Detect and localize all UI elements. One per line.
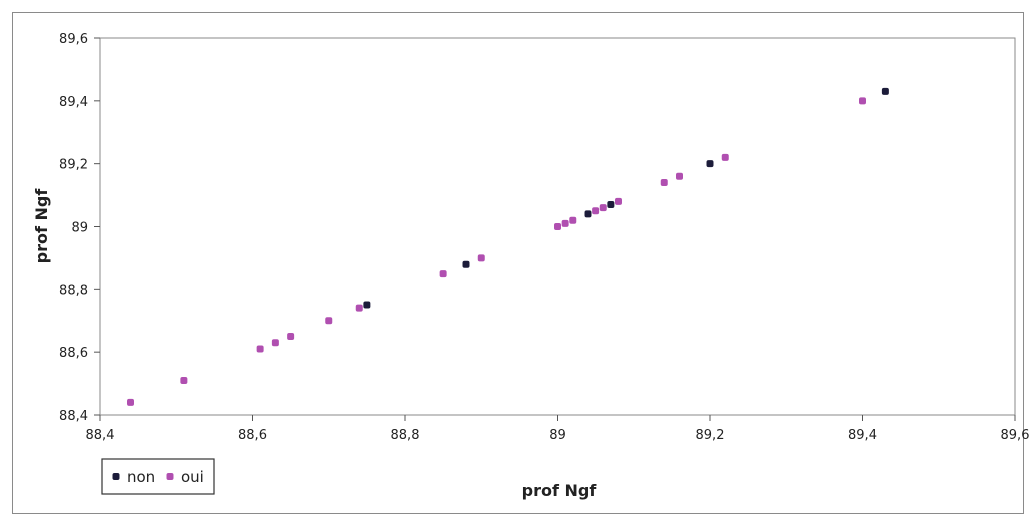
legend-marker-oui [166, 473, 174, 480]
data-point-oui [599, 204, 607, 212]
data-point-oui [325, 317, 333, 325]
data-point-oui [180, 376, 188, 384]
x-tick-label: 88,8 [391, 428, 420, 443]
x-tick-label: 88,4 [86, 428, 115, 443]
data-point-oui [569, 216, 577, 224]
legend-label-oui: oui [181, 468, 204, 486]
data-point-oui [256, 345, 264, 353]
data-point-non [881, 87, 889, 95]
legend-box [101, 458, 215, 495]
y-tick-label: 88,6 [59, 346, 88, 361]
data-point-oui [554, 223, 561, 230]
data-point-oui [287, 332, 295, 340]
legend-label-non: non [127, 468, 155, 486]
data-point-oui [271, 339, 279, 347]
data-point-oui [477, 254, 485, 262]
data-point-oui [592, 207, 600, 215]
data-point-oui [721, 153, 729, 161]
data-point-oui [660, 179, 668, 187]
y-axis-title: prof Ngf [32, 188, 51, 264]
data-point-non [584, 210, 592, 218]
data-point-oui [355, 304, 363, 312]
data-point-non [607, 201, 615, 209]
data-point-oui [439, 270, 447, 278]
data-point-non [462, 260, 470, 268]
legend: non oui [101, 458, 215, 495]
y-tick-label: 89,2 [59, 158, 88, 173]
y-axis: 88,4 88,6 88,8 89 89,2 89,4 89,6 [59, 32, 100, 424]
x-tick-label: 89,6 [1001, 428, 1030, 443]
y-tick-label: 88,8 [59, 283, 88, 298]
x-tick-label: 88,6 [238, 428, 267, 443]
x-axis-title: prof Ngf [522, 481, 598, 500]
data-point-oui [676, 172, 683, 180]
data-point-oui [615, 197, 622, 205]
y-tick-label: 89 [71, 221, 88, 236]
y-tick-label: 89,6 [59, 32, 88, 47]
x-axis: 88,4 88,6 88,8 89 89,2 89,4 89,6 [86, 415, 1030, 443]
data-point-oui [561, 219, 569, 227]
data-point-non [363, 301, 371, 309]
legend-marker-non [112, 473, 120, 480]
data-point-non [706, 160, 714, 168]
x-tick-label: 89 [549, 428, 566, 443]
y-tick-label: 89,4 [59, 95, 88, 110]
y-tick-label: 88,4 [59, 409, 88, 424]
x-tick-label: 89,4 [848, 428, 877, 443]
data-point-oui [127, 398, 134, 406]
data-points [127, 87, 889, 406]
x-tick-label: 89,2 [696, 428, 725, 443]
data-point-oui [859, 97, 866, 105]
